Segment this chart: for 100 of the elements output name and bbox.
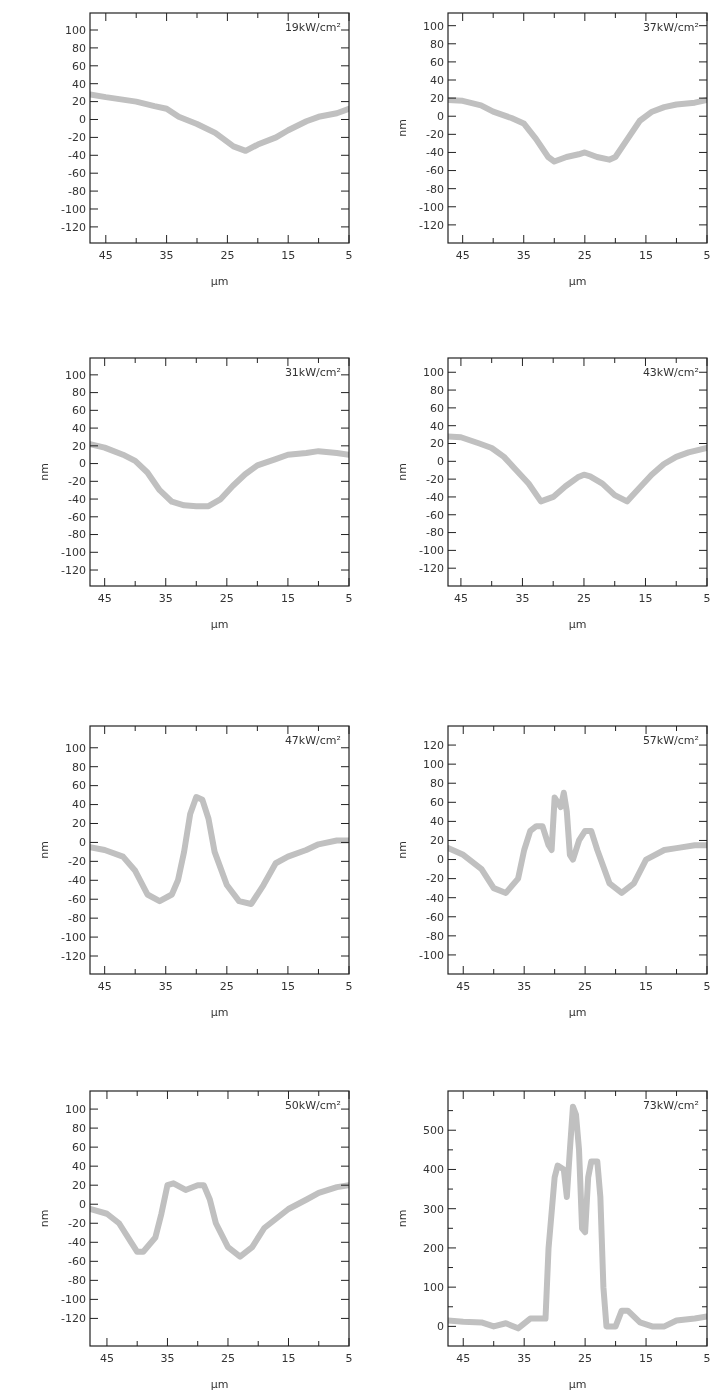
y-tick-label: -100 bbox=[419, 948, 444, 962]
text: 31kW/cm² bbox=[284, 366, 341, 379]
x-tick-label: 35 bbox=[160, 1352, 175, 1365]
y-tick-label: 0 bbox=[437, 110, 444, 124]
y-axis-title: nm bbox=[38, 1209, 51, 1228]
x-tick-label: 15 bbox=[280, 592, 295, 605]
y-tick-label: -20 bbox=[68, 131, 86, 145]
y-tick-label: 60 bbox=[72, 404, 86, 418]
y-tick-label: 100 bbox=[65, 23, 86, 37]
y-tick-label: 60 bbox=[430, 796, 444, 810]
y-tick-label: 0 bbox=[437, 455, 444, 469]
text: 43kW/cm² bbox=[642, 366, 699, 379]
y-tick-label: -100 bbox=[61, 930, 86, 944]
y-tick-label: 60 bbox=[72, 59, 86, 73]
y-axis-title: nm bbox=[396, 841, 409, 859]
y-axis-title: nm bbox=[396, 119, 409, 137]
y-tick-label: 80 bbox=[72, 760, 86, 774]
y-tick-label: 60 bbox=[72, 779, 86, 793]
y-tick-label: -40 bbox=[68, 1236, 86, 1250]
y-axis-title: nm bbox=[396, 463, 409, 481]
y-tick-label: 40 bbox=[72, 77, 86, 91]
x-tick-label: 25 bbox=[577, 249, 592, 262]
y-tick-label: 40 bbox=[430, 73, 444, 87]
y-tick-label: -60 bbox=[68, 893, 86, 907]
x-tick-label: 5 bbox=[345, 249, 353, 262]
y-tick-label: -80 bbox=[426, 182, 444, 196]
x-tick-label: 45 bbox=[456, 980, 471, 993]
x-tick-label: 25 bbox=[220, 249, 235, 262]
x-tick-label: 15 bbox=[281, 1352, 296, 1365]
y-tick-label: -20 bbox=[426, 128, 444, 142]
y-tick-label: 0 bbox=[79, 836, 86, 850]
x-tick-label: 35 bbox=[158, 980, 173, 993]
x-tick-label: 35 bbox=[517, 1352, 532, 1365]
x-axis-title: μm bbox=[210, 1378, 229, 1391]
y-tick-label: 80 bbox=[72, 386, 86, 400]
text: 57kW/cm² bbox=[642, 734, 699, 747]
y-tick-label: -60 bbox=[426, 910, 444, 924]
x-tick-label: 5 bbox=[703, 1352, 711, 1365]
y-tick-label: -80 bbox=[68, 528, 86, 542]
y-tick-label: -80 bbox=[68, 1274, 86, 1288]
x-tick-label: 25 bbox=[578, 1352, 593, 1365]
text: 50kW/cm² bbox=[284, 1099, 341, 1112]
y-tick-label: -120 bbox=[61, 949, 86, 963]
x-tick-label: 25 bbox=[219, 592, 234, 605]
text: 73kW/cm² bbox=[642, 1099, 699, 1112]
y-tick-label: 100 bbox=[65, 741, 86, 755]
y-tick-label: 0 bbox=[79, 113, 86, 127]
x-axis-title: μm bbox=[568, 618, 587, 631]
y-tick-label: 80 bbox=[72, 41, 86, 55]
x-tick-label: 25 bbox=[576, 592, 591, 605]
y-tick-label: -20 bbox=[68, 1217, 86, 1231]
y-tick-label: 20 bbox=[72, 1179, 86, 1193]
x-tick-label: 15 bbox=[638, 592, 653, 605]
y-tick-label: -100 bbox=[61, 1293, 86, 1307]
x-axis-title: μm bbox=[210, 1006, 229, 1019]
y-tick-label: 200 bbox=[423, 1241, 444, 1255]
x-tick-label: 25 bbox=[219, 980, 234, 993]
text: 37kW/cm² bbox=[642, 21, 699, 34]
y-axis-title: nm bbox=[38, 841, 51, 859]
y-tick-label: -120 bbox=[61, 1312, 86, 1326]
y-tick-label: -120 bbox=[61, 220, 86, 234]
y-tick-label: 100 bbox=[423, 19, 444, 33]
x-tick-label: 5 bbox=[345, 980, 353, 993]
x-tick-label: 45 bbox=[456, 1352, 471, 1365]
y-tick-label: 300 bbox=[423, 1202, 444, 1216]
x-tick-label: 35 bbox=[517, 980, 532, 993]
y-tick-label: 40 bbox=[72, 1160, 86, 1174]
y-tick-label: 100 bbox=[423, 1281, 444, 1294]
x-tick-label: 5 bbox=[345, 592, 353, 605]
y-tick-label: 20 bbox=[72, 439, 86, 453]
x-tick-label: 15 bbox=[280, 980, 295, 993]
x-tick-label: 35 bbox=[159, 249, 174, 262]
y-tick-label: 500 bbox=[423, 1124, 444, 1138]
x-axis-title: μm bbox=[568, 1378, 587, 1391]
x-tick-label: 15 bbox=[639, 980, 654, 993]
y-tick-label: -40 bbox=[426, 490, 444, 504]
y-tick-label: -40 bbox=[68, 492, 86, 506]
y-axis-title: nm bbox=[38, 463, 51, 481]
y-tick-label: 0 bbox=[79, 457, 86, 471]
x-tick-label: 15 bbox=[639, 1352, 654, 1365]
y-tick-label: -20 bbox=[68, 855, 86, 869]
y-tick-label: -100 bbox=[61, 546, 86, 560]
y-axis-title: nm bbox=[396, 1209, 409, 1228]
y-tick-label: 100 bbox=[65, 1102, 86, 1116]
y-tick-label: -40 bbox=[426, 146, 444, 160]
y-tick-label: -20 bbox=[426, 872, 444, 886]
y-tick-label: 20 bbox=[72, 817, 86, 831]
y-tick-label: -120 bbox=[419, 562, 444, 576]
x-axis-title: μm bbox=[210, 275, 229, 288]
y-tick-label: -60 bbox=[68, 510, 86, 524]
y-tick-label: 20 bbox=[430, 834, 444, 848]
y-tick-label: 40 bbox=[430, 815, 444, 829]
y-tick-label: -60 bbox=[426, 508, 444, 522]
text: 19kW/cm² bbox=[284, 21, 341, 34]
x-tick-label: 45 bbox=[453, 592, 468, 605]
x-tick-label: 25 bbox=[220, 1352, 235, 1365]
x-tick-label: 45 bbox=[455, 249, 470, 262]
y-tick-label: 100 bbox=[65, 368, 86, 382]
y-tick-label: 0 bbox=[437, 1320, 444, 1334]
y-tick-label: -60 bbox=[68, 167, 86, 181]
